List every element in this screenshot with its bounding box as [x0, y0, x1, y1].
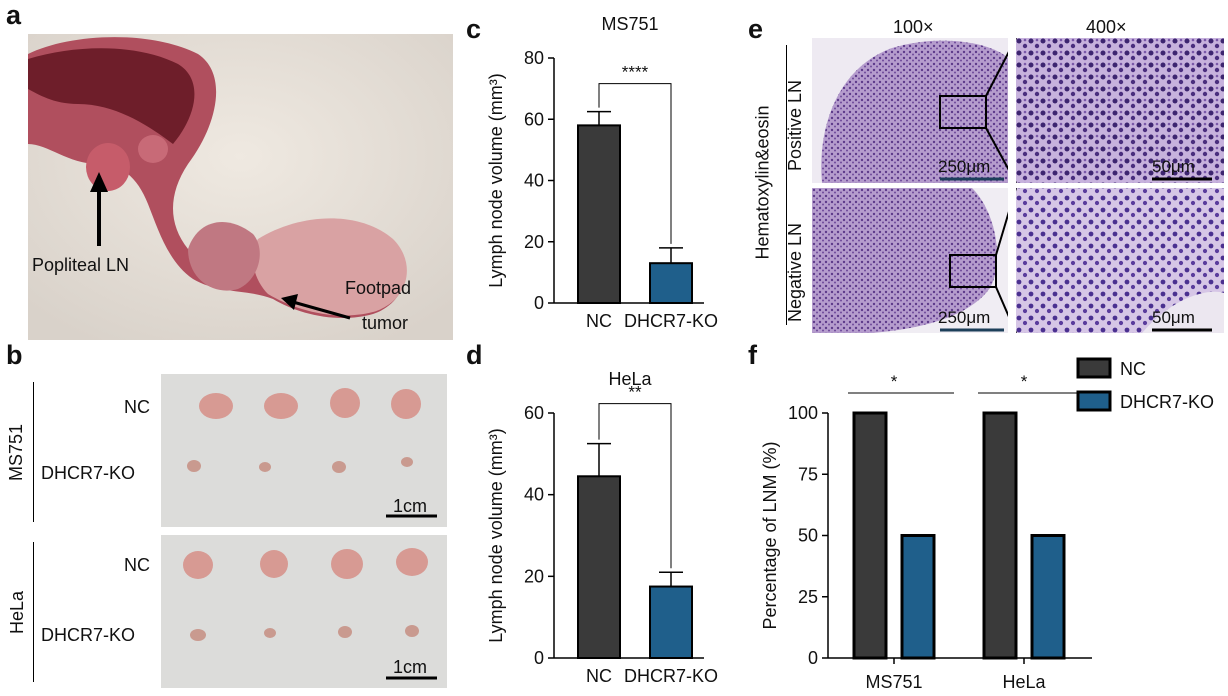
tumor-label: tumor: [362, 313, 409, 333]
legend-label-dhcr7-ko: DHCR7-KO: [1120, 392, 1214, 412]
y-axis-label: Lymph node volume (mm³): [486, 73, 506, 287]
mouse-leg-illustration: [28, 34, 453, 340]
x-tick-label: DHCR7-KO: [624, 311, 718, 331]
magnification-400x: 400×: [1086, 17, 1127, 37]
x-tick-label: MS751: [865, 672, 922, 692]
row-label-ko-hela: DHCR7-KO: [41, 625, 136, 645]
scale-bar-label-ms751: 1cm: [393, 496, 428, 516]
significance-mark: **: [628, 383, 642, 402]
bar-nc-ms751: [852, 411, 888, 660]
chart-hela-volume: HeLa 0 20 40 60 Lymph node volume (mm³) NC DHCR…: [486, 369, 718, 686]
chart-lnm-percentage: 0 25 50 75 100 Percentage of LNM (%) MS751 * HeL…: [760, 357, 1214, 692]
histology-grid: 250μm 50μm 250μm 50μm: [812, 38, 1224, 333]
x-tick-label: DHCR7-KO: [624, 666, 718, 686]
scale-label-negative-400x: 50μm: [1152, 308, 1195, 327]
row-label-nc-ms751: NC: [124, 397, 150, 417]
lymph-nodes-hela: [183, 548, 437, 680]
footpad-label: Footpad: [345, 278, 412, 298]
bar-dhcr7-ko: [649, 262, 693, 304]
row-label-positive-ln: Positive LN: [785, 79, 806, 172]
group-label-hela: HeLa: [7, 590, 28, 635]
stain-label: Hematoxylin&eosin: [752, 105, 773, 260]
scale-label-positive-400x: 50μm: [1152, 157, 1195, 176]
row-label-nc-hela: NC: [124, 555, 150, 575]
mouse-leg-photo: [28, 34, 453, 340]
x-tick-label: NC: [586, 311, 612, 331]
row-label-ko-ms751: DHCR7-KO: [41, 463, 136, 483]
y-axis-label: Percentage of LNM (%): [760, 441, 780, 629]
lymph-node-photo-ms751: [161, 374, 447, 527]
lymph-node-photo-hela: [161, 535, 447, 688]
y-tick-label: 0: [808, 648, 818, 668]
positive-ln-400x: [1016, 38, 1224, 183]
y-axis-label: Lymph node volume (mm³): [486, 428, 506, 642]
significance-mark: *: [1021, 372, 1028, 391]
legend-swatch-nc: [1076, 357, 1112, 379]
significance-mark: *: [891, 372, 898, 391]
chart-ms751-volume: MS751 0 20 40 60 80 Lymph node volume (mm³) NC D…: [486, 14, 718, 331]
row-label-negative-ln: Negative LN: [785, 222, 806, 323]
y-tick-label: 40: [524, 171, 544, 191]
magnification-100x: 100×: [893, 17, 934, 37]
panel-letter-e: e: [748, 14, 764, 44]
bar-dhcr7-ko: [649, 585, 693, 660]
panel-letter-d: d: [466, 340, 483, 370]
legend-label-nc: NC: [1120, 359, 1146, 379]
row-divider: [786, 45, 787, 325]
bar-nc: [577, 475, 621, 659]
popliteal-ln-label: Popliteal LN: [32, 255, 130, 275]
y-tick-label: 60: [524, 403, 544, 423]
significance-bracket: [598, 83, 672, 244]
y-tick-label: 0: [534, 293, 544, 313]
panel-letter-b: b: [6, 340, 23, 370]
group-divider-ms751: [33, 382, 34, 522]
scale-label-negative-100x: 250μm: [938, 308, 990, 327]
x-tick-label: NC: [586, 666, 612, 686]
y-tick-label: 20: [524, 232, 544, 252]
y-tick-label: 80: [524, 48, 544, 68]
y-tick-label: 50: [798, 526, 818, 546]
legend-swatch-dhcr7-ko: [1076, 390, 1112, 412]
bar-nc: [577, 124, 621, 304]
x-tick-label: HeLa: [1002, 672, 1046, 692]
chart-title: HeLa: [608, 369, 652, 389]
y-tick-label: 75: [798, 464, 818, 484]
panel-letter-c: c: [466, 14, 482, 44]
bar-nc-hela: [982, 411, 1018, 660]
y-tick-label: 20: [524, 566, 544, 586]
panel-letter-a: a: [6, 0, 22, 30]
bar-dhcr7-ko-hela: [1030, 534, 1066, 660]
scale-label-positive-100x: 250μm: [938, 157, 990, 176]
lymph-nodes-ms751: [187, 388, 437, 518]
scale-bar-label-hela: 1cm: [393, 657, 428, 677]
y-tick-label: 60: [524, 109, 544, 129]
panel-a-arrows: [90, 172, 351, 320]
bar-dhcr7-ko-ms751: [900, 534, 936, 660]
y-tick-label: 40: [524, 485, 544, 505]
significance-bracket: [598, 403, 672, 569]
group-label-ms751: MS751: [6, 423, 27, 482]
chart-title: MS751: [601, 14, 658, 34]
significance-mark: ****: [622, 63, 649, 82]
y-tick-label: 0: [534, 648, 544, 668]
y-tick-label: 100: [788, 403, 818, 423]
y-tick-label: 25: [798, 587, 818, 607]
panel-letter-f: f: [748, 340, 757, 370]
group-divider-hela: [33, 542, 34, 682]
